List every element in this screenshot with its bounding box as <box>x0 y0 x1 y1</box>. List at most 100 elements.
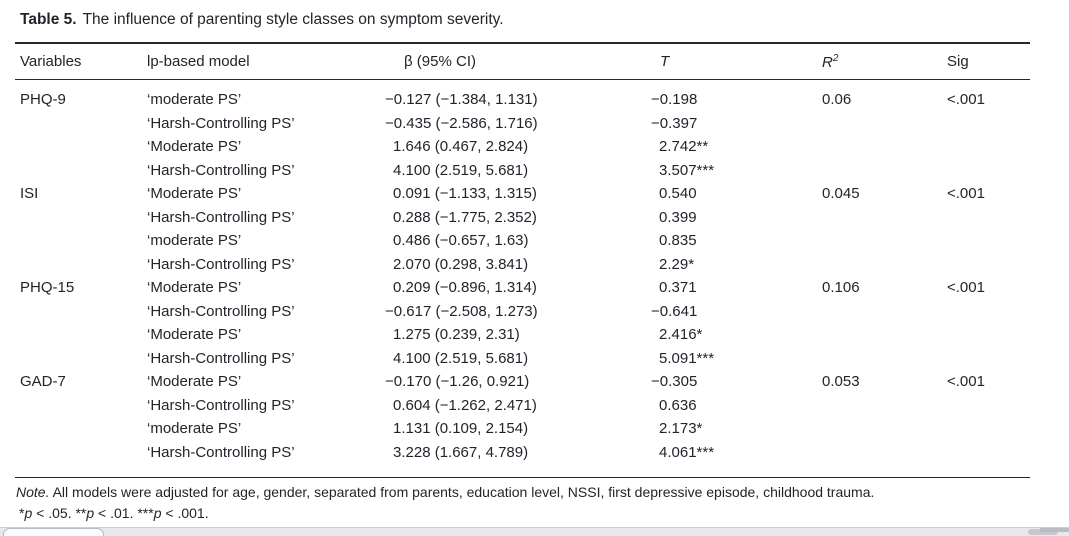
cell-model: ‘Harsh-Controlling PS’ <box>147 161 295 179</box>
cell-beta: 4.100 (2.519, 5.681) <box>393 349 529 367</box>
cell-t: 0.636 <box>659 396 697 414</box>
cell-beta: −0.127 (−1.384, 1.131) <box>385 91 538 108</box>
table-row: ‘Harsh-Controlling PS’ −0.435 (−2.586, 1… <box>15 112 1030 136</box>
cell-beta: 0.209 (−0.896, 1.314) <box>393 279 537 296</box>
cell-model: ‘moderate PS’ <box>147 91 242 108</box>
cell-r2 <box>817 417 942 441</box>
cell-model: ‘Moderate PS’ <box>147 185 242 202</box>
cell-t: 0.399 <box>659 208 697 226</box>
cell-t: −0.198 <box>651 91 698 108</box>
cell-sig <box>942 206 1030 230</box>
scrollbar-thumb[interactable] <box>1028 529 1058 535</box>
cell-beta: −0.617 (−2.508, 1.273) <box>385 302 538 320</box>
table-title-label: Table 5. <box>20 11 77 28</box>
cell-model: ‘Harsh-Controlling PS’ <box>147 443 295 461</box>
cell-beta: 1.646 (0.467, 2.824) <box>393 138 529 155</box>
cell-variable <box>15 417 142 441</box>
cell-r2 <box>817 394 942 418</box>
cell-variable <box>15 135 142 159</box>
column-header-beta: β (95% CI) <box>404 53 476 70</box>
scrollbar-corner <box>1040 528 1069 532</box>
table-row: ‘Harsh-Controlling PS’ −0.617 (−2.508, 1… <box>15 300 1030 324</box>
cell-r2 <box>817 135 942 159</box>
cell-r2 <box>817 206 942 230</box>
cell-r2 <box>817 159 942 183</box>
cell-variable: PHQ-15 <box>20 279 75 296</box>
cell-t: −0.305 <box>651 373 698 390</box>
cell-sig <box>942 417 1030 441</box>
table-row: ‘Harsh-Controlling PS’ 4.100 (2.519, 5.6… <box>15 159 1030 183</box>
significance-note: *p < .05. **p < .01. ***p < .001. <box>19 505 209 521</box>
table-header-row: Variables lp-based model β (95% CI) T R2… <box>15 42 1030 80</box>
sig-stars-1: * <box>19 505 25 521</box>
table-title: Table 5. The influence of parenting style… <box>20 11 504 29</box>
cell-r2 <box>817 347 942 371</box>
horizontal-scrollbar[interactable] <box>0 527 1069 536</box>
cell-sig <box>942 253 1030 277</box>
cell-model: ‘Moderate PS’ <box>147 326 242 343</box>
cell-t: 2.742** <box>659 138 709 155</box>
cell-variable <box>15 229 142 253</box>
table-row: ‘Moderate PS’ 1.275 (0.239, 2.31) 2.416* <box>15 323 1030 347</box>
sig-threshold-3: < .001. <box>161 505 209 521</box>
cell-r2: 0.106 <box>822 279 860 296</box>
cell-variable <box>15 347 142 371</box>
note-text: All models were adjusted for age, gender… <box>49 484 875 500</box>
cell-variable: ISI <box>20 185 39 202</box>
column-header-model: lp-based model <box>147 53 250 70</box>
table-row: GAD-7 ‘Moderate PS’ −0.170 (−1.26, 0.921… <box>15 370 1030 394</box>
table-row: ‘moderate PS’ 0.486 (−0.657, 1.63) 0.835 <box>15 229 1030 253</box>
cell-beta: 1.275 (0.239, 2.31) <box>393 326 520 343</box>
cell-r2 <box>817 300 942 324</box>
cell-r2 <box>817 112 942 136</box>
sig-p-2: p <box>86 505 95 521</box>
table-note: Note. All models were adjusted for age, … <box>16 484 874 500</box>
cell-model: ‘Moderate PS’ <box>147 138 242 155</box>
table-row: ‘Harsh-Controlling PS’ 0.604 (−1.262, 2.… <box>15 394 1030 418</box>
cell-model: ‘Harsh-Controlling PS’ <box>147 302 295 320</box>
cell-variable <box>15 300 142 324</box>
cell-t: 3.507*** <box>659 161 715 179</box>
table-row: PHQ-15 ‘Moderate PS’ 0.209 (−0.896, 1.31… <box>15 276 1030 300</box>
note-prefix: Note. <box>16 484 50 500</box>
sig-stars-2: ** <box>75 505 87 521</box>
cell-sig <box>942 229 1030 253</box>
sig-stars-3: *** <box>137 505 154 521</box>
cell-beta: 0.288 (−1.775, 2.352) <box>393 208 537 226</box>
cell-r2 <box>817 253 942 277</box>
cell-r2: 0.045 <box>822 185 860 202</box>
cell-t: 2.416* <box>659 326 703 343</box>
cell-beta: 0.486 (−0.657, 1.63) <box>393 232 529 249</box>
cell-variable <box>15 159 142 183</box>
column-header-sig: Sig <box>947 53 969 70</box>
cell-model: ‘Harsh-Controlling PS’ <box>147 396 295 414</box>
cell-model: ‘Moderate PS’ <box>147 373 242 390</box>
results-table: Variables lp-based model β (95% CI) T R2… <box>15 42 1030 478</box>
cell-sig <box>942 347 1030 371</box>
cell-sig <box>942 135 1030 159</box>
cell-t: −0.641 <box>651 302 698 320</box>
cell-beta: 1.131 (0.109, 2.154) <box>393 420 529 437</box>
cell-variable <box>15 441 142 465</box>
column-header-r2-base: R <box>822 53 833 71</box>
cell-sig: <.001 <box>947 91 985 108</box>
table-title-text: The influence of parenting style classes… <box>82 11 504 28</box>
cell-r2 <box>817 441 942 465</box>
cell-variable: GAD-7 <box>20 373 66 390</box>
column-header-variables: Variables <box>20 53 82 70</box>
page-tab[interactable] <box>3 528 104 536</box>
table-row: ‘Moderate PS’ 1.646 (0.467, 2.824) 2.742… <box>15 135 1030 159</box>
cell-variable <box>15 253 142 277</box>
column-header-r2: R2 <box>817 53 942 71</box>
table-row: ‘Harsh-Controlling PS’ 3.228 (1.667, 4.7… <box>15 441 1030 465</box>
cell-t: 5.091*** <box>659 349 715 367</box>
cell-t: 2.29* <box>659 255 695 273</box>
table-body: PHQ-9 ‘moderate PS’ −0.127 (−1.384, 1.13… <box>15 80 1030 478</box>
cell-beta: 0.091 (−1.133, 1.315) <box>393 185 537 202</box>
sig-p-3: p <box>153 505 162 521</box>
cell-variable: PHQ-9 <box>20 91 66 108</box>
cell-r2: 0.053 <box>822 373 860 390</box>
cell-model: ‘moderate PS’ <box>147 232 242 249</box>
cell-sig: <.001 <box>947 279 985 296</box>
